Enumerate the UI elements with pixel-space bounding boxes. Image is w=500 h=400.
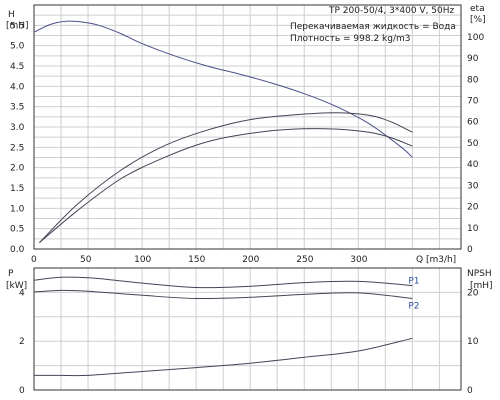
- bottom-ylabel-right-symbol: NPSH: [467, 269, 492, 279]
- annotation-density: Плотность = 998.2 kg/m3: [290, 34, 411, 44]
- top-x-tick: 200: [242, 255, 259, 265]
- top-y-right-tick: 70: [467, 96, 479, 106]
- top-y-right-tick: 90: [467, 54, 479, 64]
- bottom-chart-grid: [34, 268, 461, 390]
- bottom-y-left-tick: 0: [19, 386, 25, 396]
- top-y-right-tick: 10: [467, 224, 479, 234]
- top-y-left-tick: 2.0: [10, 164, 25, 174]
- series-label-p2: P2: [408, 302, 419, 312]
- top-chart-frame: [33, 4, 462, 250]
- top-curve-series-0: [33, 20, 413, 158]
- top-chart-grid: [34, 5, 461, 249]
- top-y-right-tick: 50: [467, 139, 479, 149]
- top-ylabel-left-unit: [mH]: [6, 21, 29, 31]
- top-y-right-tick: 0: [467, 245, 473, 255]
- top-y-right-tick: 60: [467, 118, 479, 128]
- bottom-y-right-tick: 10: [467, 337, 479, 347]
- top-y-left-tick: 5.5: [10, 21, 24, 31]
- top-y-left-tick: 3.5: [10, 103, 24, 113]
- top-curve-series-2: [39, 128, 413, 243]
- bottom-ylabel-left-unit: [kW]: [6, 281, 27, 291]
- top-x-tick: 100: [134, 255, 151, 265]
- bottom-chart-ticks: 0 2 4 0 10 20: [19, 288, 479, 396]
- top-y-right-tick: 40: [467, 160, 479, 170]
- bottom-y-right-tick: 20: [467, 288, 479, 298]
- top-x-tick: 50: [80, 255, 92, 265]
- top-y-left-tick: 4.5: [10, 62, 24, 72]
- top-y-right-tick: 100: [467, 33, 484, 43]
- top-y-left-tick: 0.5: [10, 225, 24, 235]
- top-y-right-tick: 80: [467, 75, 479, 85]
- chart-title: TP 200-50/4, 3*400 V, 50Hz: [328, 6, 455, 16]
- top-ylabel-left-symbol: H: [8, 10, 15, 20]
- top-y-left-tick: 1.5: [10, 184, 24, 194]
- bottom-y-right-tick: 0: [467, 386, 473, 396]
- top-x-tick: 0: [31, 255, 37, 265]
- top-y-right-tick: 20: [467, 203, 479, 213]
- bottom-curve-p2: [33, 289, 413, 300]
- bottom-y-left-tick: 4: [19, 288, 25, 298]
- top-chart-ticks: 0.0 0.5 1.0 1.5 2.0 2.5 3.0 3.5 4.0 4.5 5.0 5.5 0 10 2…: [10, 21, 484, 265]
- top-y-left-tick: 1.0: [10, 204, 25, 214]
- top-y-left-tick: 0.0: [10, 245, 25, 255]
- top-x-tick: 150: [188, 255, 205, 265]
- top-y-left-tick: 4.0: [10, 82, 25, 92]
- bottom-chart-frame: [33, 267, 462, 391]
- annotation-fluid: Перекачиваемая жидкость = Вода: [290, 22, 456, 32]
- series-label-p1: P1: [408, 277, 419, 287]
- top-x-tick: 300: [350, 255, 367, 265]
- bottom-curve-p1: [33, 276, 413, 289]
- bottom-ylabel-right-unit: [mH]: [470, 281, 493, 291]
- top-x-tick: 250: [296, 255, 313, 265]
- top-y-left-tick: 5.0: [10, 42, 25, 52]
- bottom-ylabel-left-symbol: P: [8, 269, 14, 279]
- top-ylabel-right-unit: [%]: [470, 15, 486, 25]
- top-y-left-tick: 3.0: [10, 123, 25, 133]
- top-chart-curves: [33, 20, 413, 243]
- top-ylabel-right-symbol: eta: [470, 4, 485, 14]
- top-curve-series-1: [39, 112, 413, 243]
- top-xlabel: Q [m3/h]: [416, 255, 456, 265]
- bottom-curve-series-2: [34, 337, 413, 377]
- top-y-left-tick: 2.5: [10, 143, 24, 153]
- top-y-right-tick: 30: [467, 181, 479, 191]
- bottom-y-left-tick: 2: [19, 337, 25, 347]
- bottom-chart-curves: P1 P2: [33, 276, 420, 377]
